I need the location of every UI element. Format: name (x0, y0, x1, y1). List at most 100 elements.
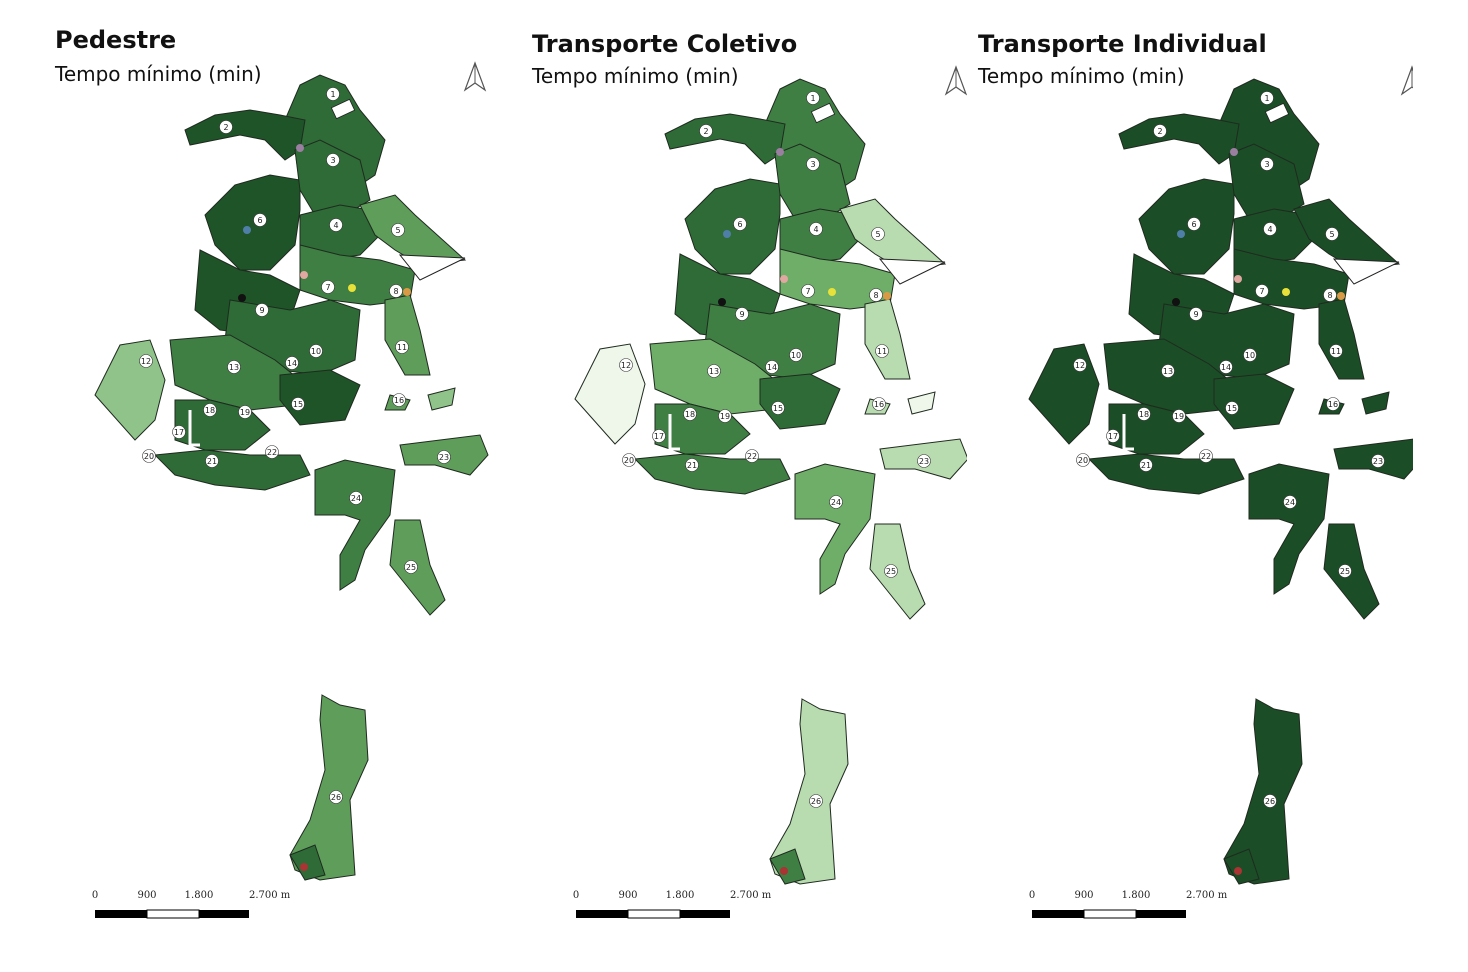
district-label: 25 (886, 567, 896, 576)
panel-title: Transporte Coletivo (532, 30, 798, 58)
panel-title: Pedestre (55, 26, 177, 54)
district-label: 24 (351, 494, 361, 503)
district-outline-east (1332, 258, 1400, 285)
district-label: 19 (240, 408, 250, 417)
district-label-bg (884, 564, 898, 578)
scalebar: 0 900 1.800 2.700 m (92, 890, 291, 919)
district-d16b (427, 387, 456, 411)
district-d26 (289, 694, 369, 881)
district-label: 21 (687, 461, 697, 470)
district-label: 13 (1163, 367, 1173, 376)
district-label-bg (205, 454, 219, 468)
district-label-bg (806, 91, 820, 105)
district-label-bg (1323, 288, 1337, 302)
district-label-bg (1326, 397, 1340, 411)
scalebar: 0 900 1.800 2.700 m (573, 890, 772, 919)
district-notch (1122, 414, 1134, 451)
scalebar-seg (95, 910, 147, 918)
water-block (330, 98, 356, 120)
district-label: 1 (1264, 94, 1269, 103)
district-label-bg (349, 491, 363, 505)
north-arrow-icon (944, 65, 967, 96)
district-label-bg (1137, 407, 1151, 421)
district-label: 2 (223, 123, 228, 132)
water-block (810, 102, 836, 124)
district-label: 4 (333, 221, 338, 230)
district-label-bg (869, 288, 883, 302)
district-label: 13 (229, 363, 239, 372)
district-label: 16 (394, 396, 404, 405)
poi-marker (296, 144, 304, 152)
district-label-bg (1325, 227, 1339, 241)
district-label-bg (771, 401, 785, 415)
district-label-bg (875, 344, 889, 358)
district-label: 2 (1157, 127, 1162, 136)
district-label: 15 (293, 400, 303, 409)
district-label-bg (326, 153, 340, 167)
district-label: 10 (791, 351, 801, 360)
district-label: 23 (1373, 457, 1383, 466)
district-label-bg (809, 222, 823, 236)
district-d2 (1118, 113, 1240, 165)
district-label: 21 (207, 457, 217, 466)
district-label: 2 (703, 127, 708, 136)
district-label-bg (652, 429, 666, 443)
district-label: 23 (919, 457, 929, 466)
district-label: 9 (739, 310, 744, 319)
district-d16b (1361, 391, 1390, 415)
north-arrow-icon (463, 61, 487, 92)
panel-subtitle: Tempo mínimo (min) (978, 64, 1185, 88)
district-d26-dark (289, 844, 326, 881)
district-label: 15 (1227, 404, 1237, 413)
district-d24 (794, 463, 876, 595)
district-label: 17 (654, 432, 664, 441)
scalebar-seg (680, 910, 730, 918)
district-d6 (204, 174, 301, 271)
district-label: 6 (1191, 220, 1196, 229)
district-label: 10 (311, 347, 321, 356)
district-label-bg (1283, 495, 1297, 509)
district-label-bg (395, 340, 409, 354)
district-label-bg (829, 495, 843, 509)
district-label: 6 (257, 216, 262, 225)
district-d12 (94, 339, 166, 441)
district-label-bg (622, 453, 636, 467)
scalebar-seg (627, 909, 681, 919)
scalebar: 0 900 1.800 2.700 m (1029, 890, 1228, 919)
district-label-bg (1371, 454, 1385, 468)
district-label: 6 (737, 220, 742, 229)
district-label-bg (265, 445, 279, 459)
district-label: 14 (767, 363, 777, 372)
poi-marker (1282, 288, 1290, 296)
district-label-bg (329, 218, 343, 232)
district-d26 (769, 698, 849, 885)
district-label: 19 (1174, 412, 1184, 421)
district-label: 17 (174, 428, 184, 437)
district-label-bg (392, 393, 406, 407)
district-label: 22 (747, 452, 757, 461)
district-label: 8 (393, 287, 398, 296)
district-label: 7 (1259, 287, 1264, 296)
poi-marker (828, 288, 836, 296)
district-label-bg (806, 157, 820, 171)
district-label-bg (321, 280, 335, 294)
district-label-bg (1139, 458, 1153, 472)
district-label: 26 (811, 797, 821, 806)
scalebar-tick-label: 0 (92, 890, 98, 901)
district-label-bg (735, 307, 749, 321)
district-d12 (1028, 343, 1100, 445)
district-d26-dark (1223, 848, 1260, 885)
poi-marker (403, 288, 411, 296)
district-d21-22 (1087, 453, 1245, 495)
district-label: 4 (1267, 225, 1272, 234)
poi-marker (1337, 292, 1345, 300)
district-label-bg (1106, 429, 1120, 443)
water-block (1264, 102, 1290, 124)
district-d16b (907, 391, 936, 415)
map-panel-transporte-coletivo: 1 2 3 4 5 6 7 8 9 10 11 12 13 14 15 16 17 18 19 20 21 22 23 24 2… (478, 0, 967, 972)
scalebar-tick-label: 900 (618, 890, 637, 901)
district-label-bg (285, 356, 299, 370)
district-label-bg (389, 284, 403, 298)
